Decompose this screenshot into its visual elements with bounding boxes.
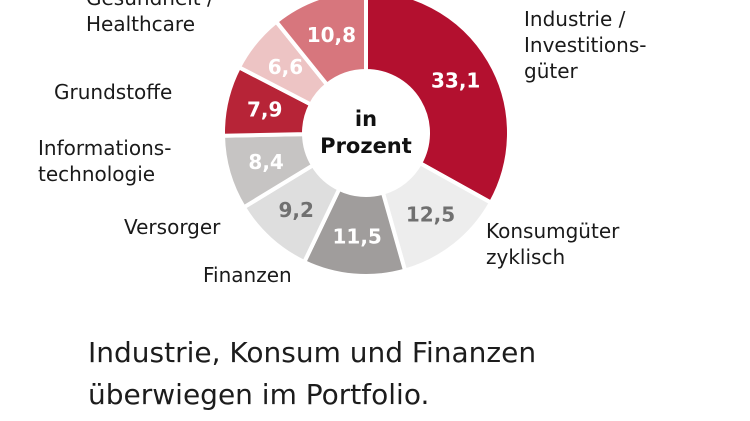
category-label-konsumgueter-zyklisch: Konsumgüter zyklisch [486,219,620,269]
value-label-informationstechnologie: 8,4 [248,150,283,174]
value-label-versorger: 9,2 [279,198,314,222]
value-label-finanzen: 11,5 [333,225,382,249]
category-label-line: Healthcare [86,12,195,36]
center-label-line-1: in [355,107,377,131]
value-label-grundstoffe: 7,9 [247,97,282,121]
category-label-finanzen: Finanzen [203,263,292,287]
category-label-line: Industrie / [524,7,626,31]
value-label-industrie-investitionsgueter: 33,1 [431,68,480,92]
slice-value-labels: 33,1 12,5 11,5 9,2 8,4 7,9 6,610,8 [247,23,480,249]
category-label-gesundheit-healthcare: Gesundheit / Healthcare [86,0,214,36]
category-label-line: Versorger [124,215,221,239]
caption-line-2: überwiegen im Portfolio. [88,378,430,411]
category-label-line: Investitions- [524,33,646,57]
category-label-line: zyklisch [486,245,565,269]
category-label-grundstoffe: Grundstoffe [54,80,172,104]
category-label-line: technologie [38,162,155,186]
value-label-gesundheit-healthcare: 6,6 [268,55,303,79]
category-label-line: güter [524,59,579,83]
slice-sonstige [274,0,368,87]
category-label-line: Finanzen [203,263,292,287]
donut-chart: 33,1 12,5 11,5 9,2 8,4 7,9 6,610,8 Industrie /… [38,0,646,287]
category-label-line: Informations- [38,136,171,160]
center-label-line-2: Prozent [320,134,412,158]
category-label-versorger: Versorger [124,215,221,239]
category-label-line: Gesundheit / [86,0,214,10]
donut-slices [221,0,511,278]
caption-line-1: Industrie, Konsum und Finanzen [88,336,537,369]
chart-caption: Industrie, Konsum und Finanzen überwiege… [88,332,536,416]
category-labels: Industrie / Investitions-güter Konsumgüter… [38,0,646,287]
donut-center-label: in Prozent [320,107,412,158]
value-label-sonstige: 10,8 [307,23,356,47]
category-label-informationstechnologie: Informations-technologie [38,136,171,186]
category-label-line: Grundstoffe [54,80,172,104]
slice-industrie-investitionsgueter [364,0,511,205]
category-label-line: Konsumgüter [486,219,620,243]
category-label-industrie-investitionsgueter: Industrie / Investitions-güter [524,7,646,83]
value-label-konsumgueter-zyklisch: 12,5 [406,203,455,227]
